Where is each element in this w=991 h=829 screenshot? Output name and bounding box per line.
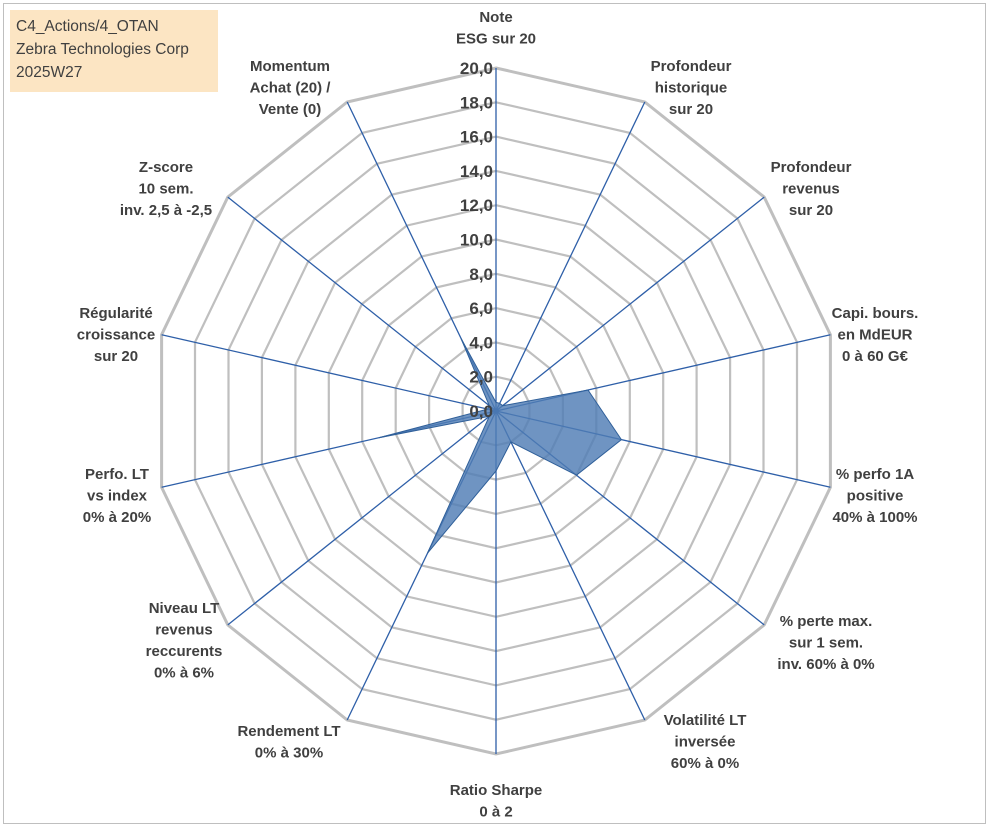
tick-label: 20,0 bbox=[460, 59, 493, 78]
axis-label-line: % perfo 1A bbox=[836, 466, 915, 483]
tick-label: 12,0 bbox=[460, 196, 493, 215]
axis-label: Momentum Achat (20) / Vente (0) bbox=[250, 58, 332, 118]
axis-label: Z-score 10 sem. inv. 2,5 à -2,5 bbox=[120, 159, 212, 219]
axis-label: % perte max. sur 1 sem. inv. 60% à 0% bbox=[777, 613, 874, 673]
axis-label-line: Niveau LT bbox=[149, 600, 220, 617]
radar-spoke bbox=[495, 101, 646, 412]
axis-label: Niveau LT revenus reccurents 0% à 6% bbox=[146, 600, 223, 682]
axis-label-line: 0 à 60 G€ bbox=[842, 348, 909, 365]
series-area bbox=[378, 338, 623, 554]
axis-label-line: % perte max. bbox=[780, 613, 873, 630]
axis-label-line: Vente (0) bbox=[259, 101, 322, 118]
info-box: C4_Actions/4_OTAN Zebra Technologies Cor… bbox=[10, 10, 218, 92]
info-line-sector: C4_Actions/4_OTAN bbox=[16, 18, 159, 35]
axis-label-line: 0% à 6% bbox=[154, 665, 214, 682]
axis-label-line: Note bbox=[479, 9, 512, 26]
axis-label: Profondeur revenus sur 20 bbox=[771, 159, 852, 219]
axis-label: % perfo 1A positive 40% à 100% bbox=[832, 466, 917, 526]
tick-label: 6,0 bbox=[469, 299, 493, 318]
axis-label-line: Volatilité LT bbox=[664, 712, 747, 729]
axis-label: Note ESG sur 20 bbox=[456, 9, 536, 48]
tick-label: 18,0 bbox=[460, 93, 493, 112]
axis-label-line: 0 à 2 bbox=[479, 804, 512, 821]
axis-label: Régularité croissance sur 20 bbox=[77, 305, 155, 365]
axis-label-line: Ratio Sharpe bbox=[450, 782, 543, 799]
axis-label-line: Profondeur bbox=[651, 58, 732, 75]
axis-label-line: Rendement LT bbox=[237, 723, 340, 740]
tick-label: 0,0 bbox=[469, 402, 493, 421]
axis-label-line: 40% à 100% bbox=[832, 509, 917, 526]
radar-axis-labels: Note ESG sur 20 Profondeur historique sur 20… bbox=[77, 9, 919, 821]
radar-spoke bbox=[227, 410, 497, 626]
radar-spoke bbox=[227, 196, 497, 412]
axis-label-line: vs index bbox=[87, 488, 148, 505]
info-line-company: Zebra Technologies Corp bbox=[16, 41, 189, 58]
axis-label-line: revenus bbox=[155, 622, 213, 639]
radar-spoke bbox=[495, 196, 765, 412]
tick-label: 4,0 bbox=[469, 333, 493, 352]
axis-label-line: revenus bbox=[782, 181, 840, 198]
tick-label: 16,0 bbox=[460, 128, 493, 147]
axis-label-line: Régularité bbox=[79, 305, 152, 322]
tick-label: 10,0 bbox=[460, 231, 493, 250]
radar-spoke bbox=[495, 410, 646, 721]
tick-label: 8,0 bbox=[469, 265, 493, 284]
axis-label-line: positive bbox=[847, 488, 904, 505]
radar-spoke bbox=[161, 334, 497, 412]
axis-label-line: ESG sur 20 bbox=[456, 31, 536, 48]
axis-label-line: Achat (20) / bbox=[250, 80, 332, 97]
axis-label: Perfo. LT vs index 0% à 20% bbox=[83, 466, 151, 526]
axis-label-line: inversée bbox=[675, 734, 736, 751]
axis-label-line: reccurents bbox=[146, 643, 223, 660]
axis-label-line: Perfo. LT bbox=[85, 466, 149, 483]
axis-label-line: sur 1 sem. bbox=[789, 635, 863, 652]
axis-label: Volatilité LT inversée 60% à 0% bbox=[664, 712, 747, 772]
radar-series bbox=[378, 338, 623, 554]
axis-label-line: Capi. bours. bbox=[832, 305, 919, 322]
tick-label: 14,0 bbox=[460, 162, 493, 181]
axis-label: Profondeur historique sur 20 bbox=[651, 58, 732, 118]
axis-label: Rendement LT 0% à 30% bbox=[237, 723, 340, 762]
axis-label-line: Profondeur bbox=[771, 159, 852, 176]
radar-tick-labels: 0,0 2,0 4,0 6,0 8,0 10,0 12,0 14,0 16,0 18,0 20,0 bbox=[460, 59, 493, 421]
info-line-week: 2025W27 bbox=[16, 64, 83, 81]
axis-label-line: sur 20 bbox=[789, 202, 833, 219]
tick-label: 2,0 bbox=[469, 368, 493, 387]
axis-label-line: 60% à 0% bbox=[671, 755, 739, 772]
axis-label-line: historique bbox=[655, 80, 728, 97]
axis-label-line: Z-score bbox=[139, 159, 193, 176]
axis-label-line: sur 20 bbox=[669, 101, 713, 118]
axis-label: Ratio Sharpe 0 à 2 bbox=[450, 782, 543, 821]
axis-label-line: en MdEUR bbox=[838, 327, 913, 344]
axis-label-line: croissance bbox=[77, 327, 155, 344]
axis-label-line: 0% à 30% bbox=[255, 745, 323, 762]
axis-label-line: 0% à 20% bbox=[83, 509, 151, 526]
axis-label-line: 10 sem. bbox=[138, 181, 193, 198]
axis-label-line: Momentum bbox=[250, 58, 330, 75]
axis-label-line: inv. 2,5 à -2,5 bbox=[120, 202, 212, 219]
axis-label-line: sur 20 bbox=[94, 348, 138, 365]
axis-label: Capi. bours. en MdEUR 0 à 60 G€ bbox=[832, 305, 919, 365]
axis-label-line: inv. 60% à 0% bbox=[777, 656, 874, 673]
